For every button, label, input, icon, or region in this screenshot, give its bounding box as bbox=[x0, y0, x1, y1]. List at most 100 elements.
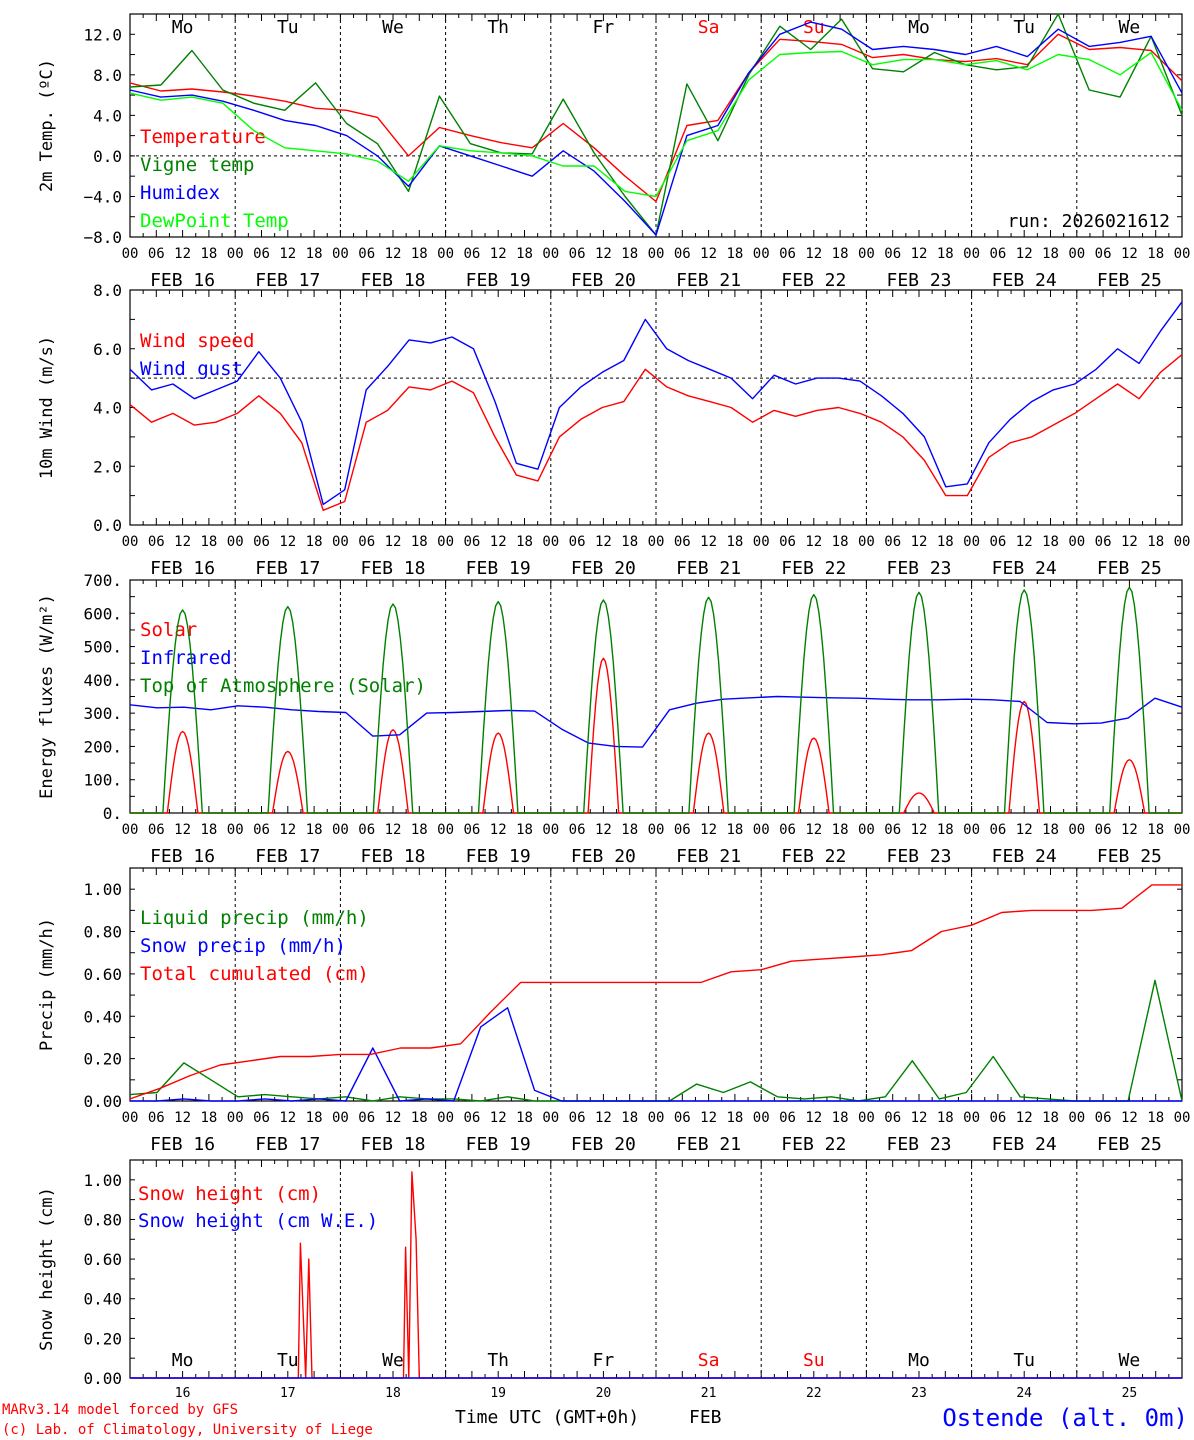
date-label: FEB 19 bbox=[466, 270, 531, 291]
hour-tick-label: 00 bbox=[437, 246, 454, 262]
hour-tick-label: 18 bbox=[306, 822, 323, 838]
day-number-label: 22 bbox=[806, 1386, 822, 1401]
y-tick-label: 0.80 bbox=[83, 1210, 122, 1229]
hour-tick-label: 00 bbox=[437, 534, 454, 550]
hour-tick-label: 12 bbox=[279, 1110, 296, 1126]
series-line-wind-speed bbox=[129, 354, 1183, 511]
hour-tick-label: 12 bbox=[1121, 1110, 1138, 1126]
date-label: FEB 22 bbox=[781, 846, 846, 867]
date-label: FEB 24 bbox=[992, 1134, 1057, 1155]
date-label: FEB 17 bbox=[255, 1134, 320, 1155]
hour-tick-label: 12 bbox=[1016, 1110, 1033, 1126]
hour-tick-label: 06 bbox=[674, 1110, 691, 1126]
hour-tick-label: 00 bbox=[963, 246, 980, 262]
y-tick-label: 600. bbox=[83, 604, 122, 623]
lab-credit: (c) Lab. of Climatology, University of L… bbox=[2, 1422, 373, 1438]
hour-tick-label: 06 bbox=[463, 1110, 480, 1126]
weekday-label: Tu bbox=[1013, 17, 1035, 38]
y-tick-label: 100. bbox=[83, 771, 122, 790]
hour-tick-label: 06 bbox=[358, 1110, 375, 1126]
date-label: FEB 19 bbox=[466, 558, 531, 579]
y-tick-label: 0.00 bbox=[83, 1092, 122, 1111]
hour-tick-label: 18 bbox=[726, 822, 743, 838]
hour-tick-label: 18 bbox=[200, 246, 217, 262]
hour-tick-label: 18 bbox=[516, 822, 533, 838]
hour-tick-label: 18 bbox=[516, 246, 533, 262]
legend-entry: Infrared bbox=[140, 647, 232, 669]
day-number-label: 18 bbox=[385, 1386, 401, 1401]
hour-tick-label: 06 bbox=[358, 822, 375, 838]
legend-entry: DewPoint Temp bbox=[140, 210, 289, 232]
hour-tick-label: 06 bbox=[463, 822, 480, 838]
series-line-dewpoint-temp bbox=[129, 50, 1183, 198]
series-line-total-cumulated-cm- bbox=[129, 884, 1182, 1100]
y-tick-label: 6.0 bbox=[93, 340, 122, 359]
date-label: FEB 17 bbox=[255, 558, 320, 579]
hour-tick-label: 18 bbox=[726, 246, 743, 262]
snow-height-panel: 0.00 0.20 0.40 0.60 0.80 1.00 Snow height (cm)… bbox=[37, 1159, 1183, 1401]
y-tick-label: 200. bbox=[83, 737, 122, 756]
hour-tick-label: 00 bbox=[1174, 534, 1191, 550]
date-label: FEB 23 bbox=[886, 1134, 951, 1155]
hour-tick-label: 06 bbox=[779, 246, 796, 262]
y-tick-label: 300. bbox=[83, 704, 122, 723]
hour-tick-label: 00 bbox=[332, 534, 349, 550]
date-label: FEB 21 bbox=[676, 270, 741, 291]
y-tick-label: 0.0 bbox=[93, 147, 122, 166]
date-label: FEB 17 bbox=[255, 270, 320, 291]
weekday-label: Tu bbox=[1013, 1350, 1035, 1371]
hour-tick-label: 00 bbox=[437, 1110, 454, 1126]
hour-tick-label: 12 bbox=[700, 246, 717, 262]
month-label: FEB bbox=[689, 1407, 722, 1428]
hour-tick-label: 12 bbox=[385, 1110, 402, 1126]
hour-tick-label: 00 bbox=[542, 246, 559, 262]
hour-tick-label: 12 bbox=[911, 822, 928, 838]
hour-tick-label: 12 bbox=[174, 246, 191, 262]
time-axis-label: Time UTC (GMT+0h) bbox=[455, 1407, 639, 1428]
y-tick-label: 0.60 bbox=[83, 965, 122, 984]
legend-entry: Humidex bbox=[140, 182, 220, 204]
day-number-label: 19 bbox=[490, 1386, 506, 1401]
hour-tick-label: 00 bbox=[963, 822, 980, 838]
date-label: FEB 23 bbox=[886, 558, 951, 579]
legend-entry: Total cumulated (cm) bbox=[140, 963, 369, 985]
series-line-infrared bbox=[129, 695, 1183, 748]
hour-tick-label: 00 bbox=[1068, 534, 1085, 550]
hour-tick-label: 12 bbox=[385, 246, 402, 262]
hour-tick-label: 12 bbox=[1121, 246, 1138, 262]
hour-tick-label: 12 bbox=[911, 1110, 928, 1126]
hour-tick-label: 00 bbox=[1174, 822, 1191, 838]
hour-tick-label: 18 bbox=[1042, 1110, 1059, 1126]
hour-tick-label: 06 bbox=[674, 822, 691, 838]
hour-tick-label: 18 bbox=[937, 822, 954, 838]
legend-entry: Top of Atmosphere (Solar) bbox=[140, 675, 426, 697]
hour-tick-label: 18 bbox=[200, 1110, 217, 1126]
hour-tick-label: 06 bbox=[569, 534, 586, 550]
y-axis-label: 10m Wind (m/s) bbox=[37, 336, 57, 479]
y-tick-label: 1.00 bbox=[83, 880, 122, 899]
hour-tick-label: 12 bbox=[490, 822, 507, 838]
date-label: FEB 23 bbox=[886, 270, 951, 291]
hour-tick-label: 18 bbox=[832, 1110, 849, 1126]
hour-tick-label: 18 bbox=[306, 534, 323, 550]
hour-tick-label: 18 bbox=[937, 534, 954, 550]
hour-tick-label: 18 bbox=[832, 246, 849, 262]
hour-tick-label: 06 bbox=[463, 246, 480, 262]
legend-entry: Solar bbox=[140, 619, 197, 641]
hour-tick-label: 00 bbox=[963, 534, 980, 550]
y-axis-label: 2m Temp. (ºC) bbox=[37, 59, 57, 192]
hour-tick-label: 00 bbox=[753, 534, 770, 550]
hour-tick-label: 18 bbox=[621, 534, 638, 550]
hour-tick-label: 12 bbox=[700, 822, 717, 838]
energy-flux-panel: 0. 100. 200. 300. 400. 500. 600. 700. Energy flu… bbox=[37, 571, 1190, 867]
hour-tick-label: 12 bbox=[279, 822, 296, 838]
hour-tick-label: 18 bbox=[621, 1110, 638, 1126]
y-tick-label: 0.60 bbox=[83, 1250, 122, 1269]
hour-tick-label: 00 bbox=[227, 1110, 244, 1126]
hour-tick-label: 06 bbox=[148, 246, 165, 262]
hour-tick-label: 12 bbox=[805, 246, 822, 262]
date-label: FEB 19 bbox=[466, 1134, 531, 1155]
hour-tick-label: 12 bbox=[174, 1110, 191, 1126]
hour-tick-label: 12 bbox=[490, 246, 507, 262]
